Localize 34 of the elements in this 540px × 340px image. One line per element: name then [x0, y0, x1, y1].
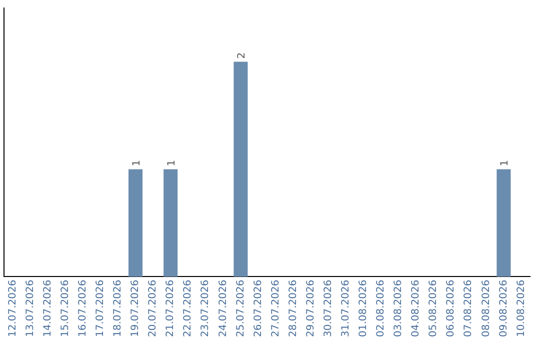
x-tick-label: 23.07.2026	[200, 280, 212, 338]
x-tick-label: 19.07.2026	[130, 280, 142, 338]
x-tick-label: 14.07.2026	[42, 280, 54, 338]
x-tick-label: 22.07.2026	[182, 280, 194, 338]
x-tick-label: 24.07.2026	[218, 280, 229, 338]
x-tick-label: 15.07.2026	[60, 280, 71, 338]
x-tick-label: 16.07.2026	[77, 280, 88, 338]
x-tick-label: 02.08.2026	[376, 280, 387, 338]
x-tick-label: 05.08.2026	[428, 280, 440, 338]
x-tick-label: 17.07.2026	[95, 280, 106, 338]
x-tick-label: 09.08.2026	[498, 280, 510, 338]
x-tick-label: 21.07.2026	[165, 280, 176, 338]
x-tick-label: 31.07.2026	[340, 280, 352, 338]
x-tick-label: 25.07.2026	[235, 280, 246, 338]
data-label: 1	[132, 160, 142, 166]
x-tick-label: 27.07.2026	[270, 280, 282, 338]
x-tick-label: 03.08.2026	[393, 280, 404, 338]
x-tick-label: 18.07.2026	[112, 280, 124, 338]
x-tick-label: 28.07.2026	[288, 280, 299, 338]
x-tick-label: 07.08.2026	[463, 280, 474, 338]
data-label: 2	[236, 52, 248, 59]
x-tick-label: 10.08.2026	[516, 280, 527, 338]
x-tick-label: 30.07.2026	[322, 280, 334, 338]
x-tick-label: 01.08.2026	[358, 280, 370, 338]
x-tick-label: 06.08.2026	[446, 280, 457, 338]
data-label: 1	[500, 160, 511, 166]
x-tick-label: 13.07.2026	[24, 280, 36, 338]
x-tick-label: 20.07.2026	[148, 280, 159, 338]
x-tick-label: 12.07.2026	[7, 280, 18, 338]
x-tick-label: 08.08.2026	[480, 280, 492, 338]
x-tick-label: 26.07.2026	[252, 280, 264, 338]
x-tick-label: 04.08.2026	[410, 280, 422, 338]
data-label: 1	[166, 160, 178, 166]
x-tick-label: 29.07.2026	[305, 280, 316, 338]
